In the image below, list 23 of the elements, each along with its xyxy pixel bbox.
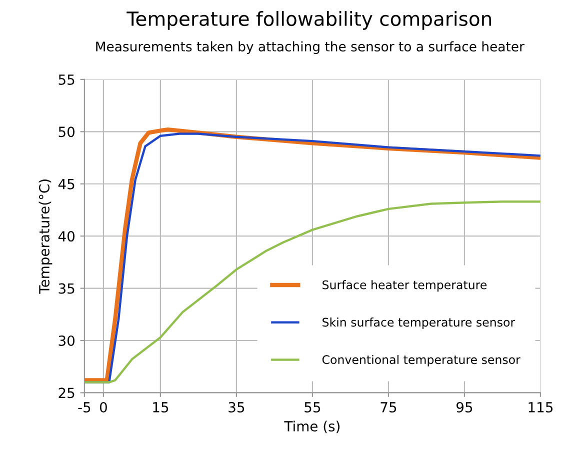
y-tick-label: 55 <box>58 74 74 85</box>
y-tick-label: 40 <box>58 231 74 242</box>
line-series <box>84 200 540 384</box>
y-tick-label: 25 <box>58 388 74 398</box>
x-tick-label: 95 <box>456 402 472 412</box>
legend-label: Surface heater temperature <box>322 280 487 292</box>
y-tick-label: 45 <box>58 179 74 190</box>
x-axis-title: Time (s) <box>284 420 340 434</box>
legend-label: Skin surface temperature sensor <box>322 318 516 329</box>
x-tick-label: 35 <box>228 402 244 412</box>
chart-title: Temperature followability comparison <box>126 11 491 30</box>
y-tick-label: 50 <box>58 126 74 138</box>
x-tick-label: 55 <box>304 402 320 412</box>
x-tick-label: 0 <box>100 402 107 412</box>
legend-label: Conventional temperature sensor <box>322 354 520 366</box>
chart-subtitle: Measurements taken by attaching the sensor to a surface heater <box>96 41 524 54</box>
y-tick-label: 30 <box>58 335 74 346</box>
x-tick-label: 75 <box>380 402 396 412</box>
x-tick-label: 115 <box>528 402 553 412</box>
y-axis-title: Temperature(°C) <box>38 180 52 294</box>
x-tick-label: 15 <box>153 402 168 412</box>
y-tick-label: 35 <box>58 283 74 294</box>
x-tick-label: -5 <box>78 402 90 412</box>
